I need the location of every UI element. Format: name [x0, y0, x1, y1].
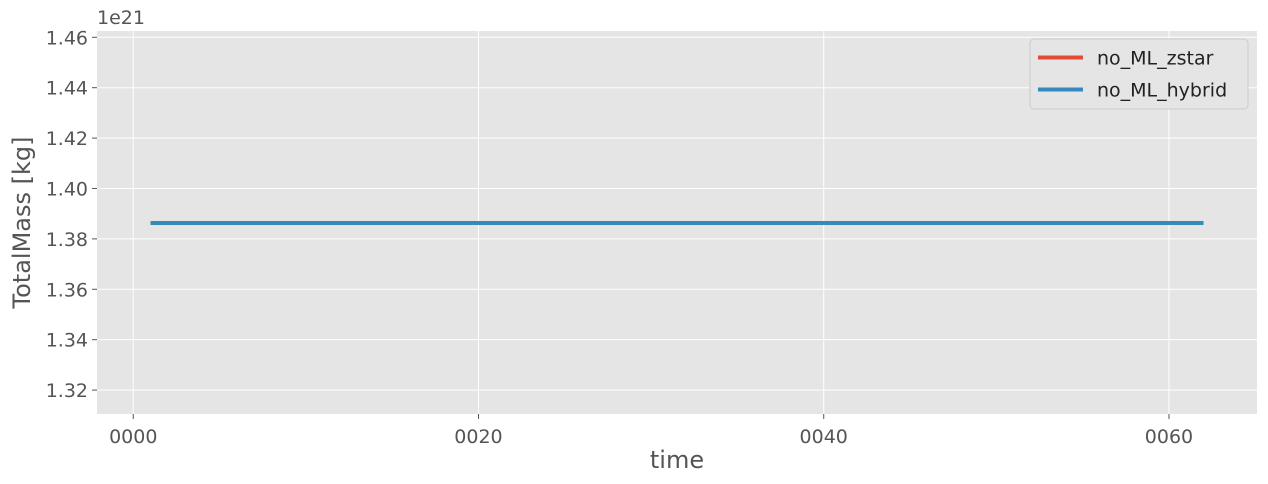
y-axis-label: TotalMass [kg]: [8, 137, 36, 310]
y-axis-offset-label: 1e21: [97, 7, 145, 29]
x-tick-label: 0060: [1145, 426, 1193, 448]
y-tick-label: 1.32: [46, 380, 88, 402]
x-tick-label: 0040: [800, 426, 848, 448]
x-axis-label: time: [650, 446, 704, 474]
y-tick-label: 1.44: [46, 78, 88, 100]
y-tick-label: 1.42: [46, 128, 88, 150]
y-tick-label: 1.36: [46, 279, 88, 301]
y-tick-label: 1.38: [46, 229, 88, 251]
legend-box: [1029, 38, 1249, 110]
x-tick-label: 0000: [109, 426, 157, 448]
x-tick-label: 0020: [454, 426, 502, 448]
y-tick-label: 1.34: [46, 330, 88, 352]
y-tick-label: 1.40: [46, 178, 88, 200]
legend: no_ML_zstar no_ML_hybrid: [1029, 38, 1249, 110]
x-axis-ticks: 0000 0020 0040 0060: [109, 414, 1193, 448]
y-tick-label: 1.46: [46, 27, 88, 49]
y-axis-ticks: 1.32 1.34 1.36 1.38 1.40 1.42 1.44 1.46: [46, 27, 97, 402]
legend-label-no-ml-zstar: no_ML_zstar: [1097, 48, 1214, 70]
legend-label-no-ml-hybrid: no_ML_hybrid: [1097, 80, 1227, 102]
